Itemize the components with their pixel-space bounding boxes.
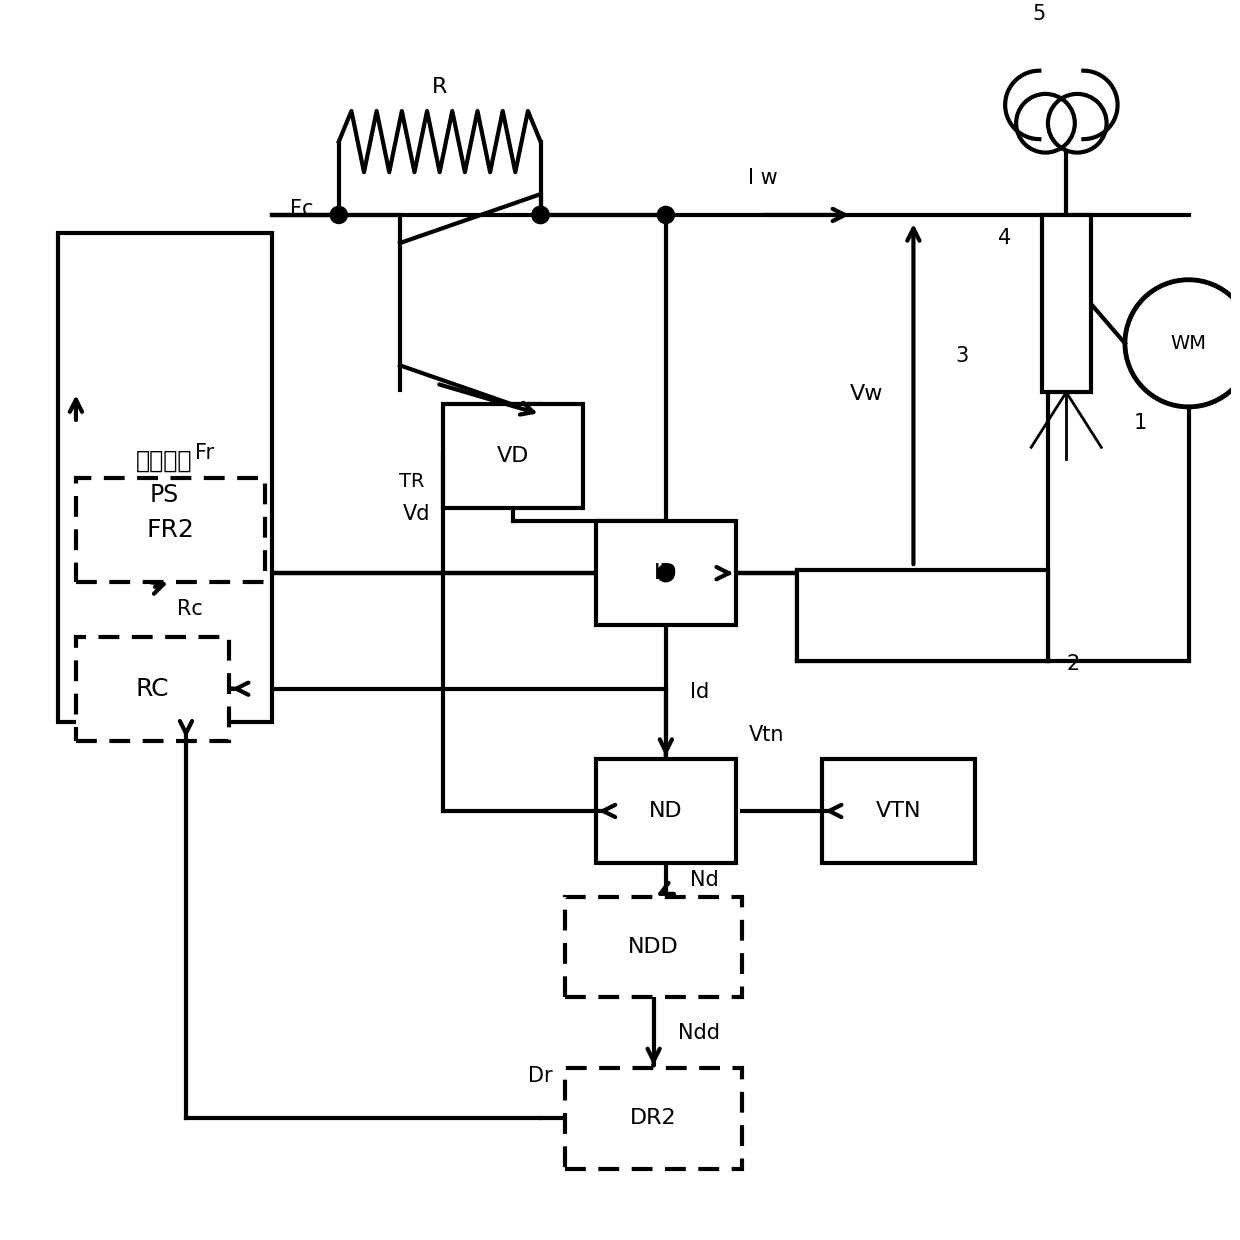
Circle shape bbox=[330, 206, 347, 223]
Text: DR2: DR2 bbox=[630, 1109, 677, 1128]
Text: VTN: VTN bbox=[875, 801, 921, 821]
FancyBboxPatch shape bbox=[76, 637, 228, 740]
Text: VD: VD bbox=[497, 446, 529, 466]
Circle shape bbox=[532, 206, 549, 223]
Text: NDD: NDD bbox=[629, 937, 680, 957]
Text: R: R bbox=[432, 77, 448, 97]
FancyBboxPatch shape bbox=[565, 1069, 743, 1168]
Text: I w: I w bbox=[749, 169, 779, 188]
FancyBboxPatch shape bbox=[565, 898, 743, 997]
Text: WM: WM bbox=[1171, 334, 1207, 353]
FancyBboxPatch shape bbox=[797, 569, 1048, 661]
Text: RC: RC bbox=[135, 677, 169, 701]
FancyBboxPatch shape bbox=[1042, 215, 1091, 392]
Text: Id: Id bbox=[691, 682, 709, 702]
Circle shape bbox=[532, 206, 549, 223]
Text: 2: 2 bbox=[1066, 655, 1080, 675]
Text: 焊接电源
PS: 焊接电源 PS bbox=[136, 449, 193, 507]
Text: Nd: Nd bbox=[691, 870, 719, 890]
Text: ID: ID bbox=[653, 563, 678, 583]
Text: Fr: Fr bbox=[195, 444, 215, 464]
FancyBboxPatch shape bbox=[76, 477, 265, 582]
FancyBboxPatch shape bbox=[443, 404, 583, 508]
FancyBboxPatch shape bbox=[57, 233, 272, 723]
Text: Fc: Fc bbox=[290, 198, 314, 218]
Text: Vw: Vw bbox=[849, 384, 883, 404]
Text: Rc: Rc bbox=[177, 599, 202, 619]
Text: 5: 5 bbox=[1033, 5, 1047, 25]
Text: ND: ND bbox=[649, 801, 683, 821]
Text: Ndd: Ndd bbox=[678, 1023, 720, 1043]
FancyBboxPatch shape bbox=[595, 521, 737, 625]
Text: TR: TR bbox=[399, 472, 425, 491]
Circle shape bbox=[657, 564, 675, 582]
Text: 4: 4 bbox=[998, 228, 1012, 248]
Text: FR2: FR2 bbox=[146, 518, 195, 542]
FancyBboxPatch shape bbox=[822, 759, 975, 863]
Text: Dr: Dr bbox=[528, 1065, 553, 1086]
Circle shape bbox=[657, 206, 675, 223]
Text: Vtn: Vtn bbox=[749, 724, 784, 744]
Text: 3: 3 bbox=[955, 346, 968, 366]
Text: Vd: Vd bbox=[403, 505, 430, 525]
Text: 1: 1 bbox=[1133, 413, 1147, 433]
FancyBboxPatch shape bbox=[595, 759, 737, 863]
